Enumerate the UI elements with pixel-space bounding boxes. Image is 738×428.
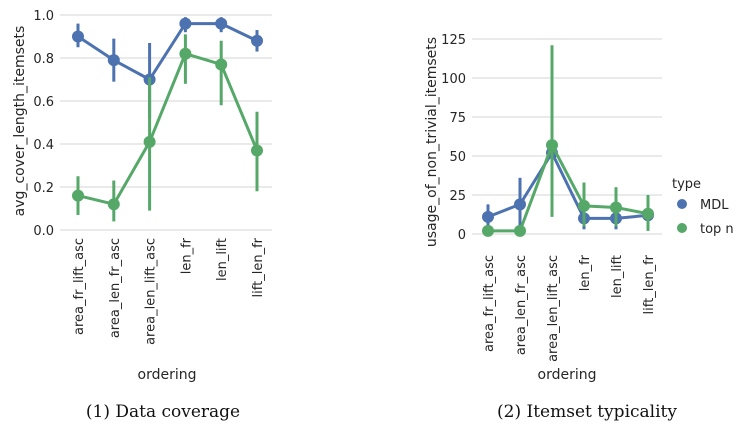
chart1-mdl-line: [77, 22, 258, 81]
chart2-ytick-label: 25: [449, 189, 466, 204]
chart2-xlabel: ordering: [538, 367, 597, 383]
chart-data-coverage: 0.0 0.2 0.4 0.6 0.8 1.0 area_fr_lift_asc area_l…: [33, 9, 272, 345]
chart1-xtick-label: area_len_fr_asc: [108, 238, 123, 338]
chart2-top-n-point: [546, 139, 558, 152]
chart1-top-n-point: [251, 144, 263, 157]
chart2-caption: (2) Itemset typicality: [497, 402, 677, 422]
chart1-mdl-point: [215, 17, 228, 30]
chart1-top-n-point: [143, 135, 156, 148]
chart1-top-n-point: [215, 58, 228, 71]
chart1-top-n-point: [179, 47, 192, 60]
chart1-ytick-label: 0.2: [33, 181, 54, 196]
chart1-xlabel: ordering: [138, 367, 197, 383]
chart1-mdl-point: [72, 30, 84, 43]
chart2-ytick-label: 125: [441, 33, 466, 48]
chart1-top-n-point: [107, 198, 120, 211]
chart-itemset-typicality: 0 25 50 75 100 125 area_fr_lift_asc area_len_fr…: [441, 33, 662, 362]
chart1-ytick-label: 0.4: [33, 138, 54, 153]
legend-label-topn: top n: [700, 222, 734, 237]
chart2-xtick-label: area_fr_lift_asc: [482, 255, 497, 352]
chart2-mdl-point: [514, 198, 526, 211]
legend-title: type: [672, 177, 701, 192]
legend-label-mdl: MDL: [700, 198, 729, 213]
chart2-ytick-label: 50: [449, 150, 466, 165]
chart2-xtick-label: len_lift: [610, 255, 625, 298]
chart1-xtick-label: len_fr: [179, 237, 194, 274]
chart1-caption: (1) Data coverage: [86, 402, 240, 422]
chart1-series-top-n: [72, 34, 263, 222]
chart1-mdl-point: [251, 34, 263, 47]
chart1-ytick-label: 1.0: [33, 9, 54, 24]
legend-marker-topn: [677, 223, 687, 233]
chart2-ytick-label: 100: [441, 72, 466, 87]
chart1-ytick-label: 0.0: [33, 224, 54, 239]
chart2-ylabel: usage_of_non_trivial_itemsets: [424, 37, 440, 247]
chart2-top-n-point: [514, 224, 526, 237]
chart1-series-mdl: [72, 17, 263, 119]
chart2-xtick-label: len_fr: [578, 254, 593, 291]
legend-marker-mdl: [677, 199, 687, 209]
chart1-ytick-label: 0.8: [33, 52, 54, 67]
chart2-series-top-n: [482, 45, 654, 237]
chart2-ytick-label: 0: [458, 228, 466, 243]
chart1-ylabel: avg_cover_length_itemsets: [12, 26, 28, 217]
chart1-top-n-line: [77, 52, 259, 206]
chart1-top-n-point: [72, 189, 84, 202]
chart1-xtick-label: area_fr_lift_asc: [72, 238, 87, 335]
chart2-xtick-label: area_len_lift_asc: [546, 255, 561, 362]
chart2-top-n-point: [482, 224, 494, 237]
chart2-xtick-label: lift_len_fr: [642, 254, 657, 314]
legend: type MDL top n: [672, 177, 734, 237]
chart1-ytick-label: 0.6: [33, 95, 54, 110]
chart2-mdl-point: [482, 210, 494, 223]
chart2-ytick-label: 75: [449, 111, 466, 126]
chart1-xtick-label: len_lift: [215, 238, 230, 281]
chart2-top-n-point: [578, 199, 590, 212]
chart2-xtick-label: area_len_fr_asc: [514, 255, 529, 355]
chart1-xtick-label: area_len_lift_asc: [144, 238, 159, 345]
chart1-xtick-label: lift_len_fr: [251, 237, 266, 297]
chart1-mdl-point: [107, 54, 120, 67]
chart1-mdl-point: [179, 17, 192, 30]
chart2-top-n-point: [642, 207, 654, 220]
chart2-top-n-point: [610, 201, 622, 214]
